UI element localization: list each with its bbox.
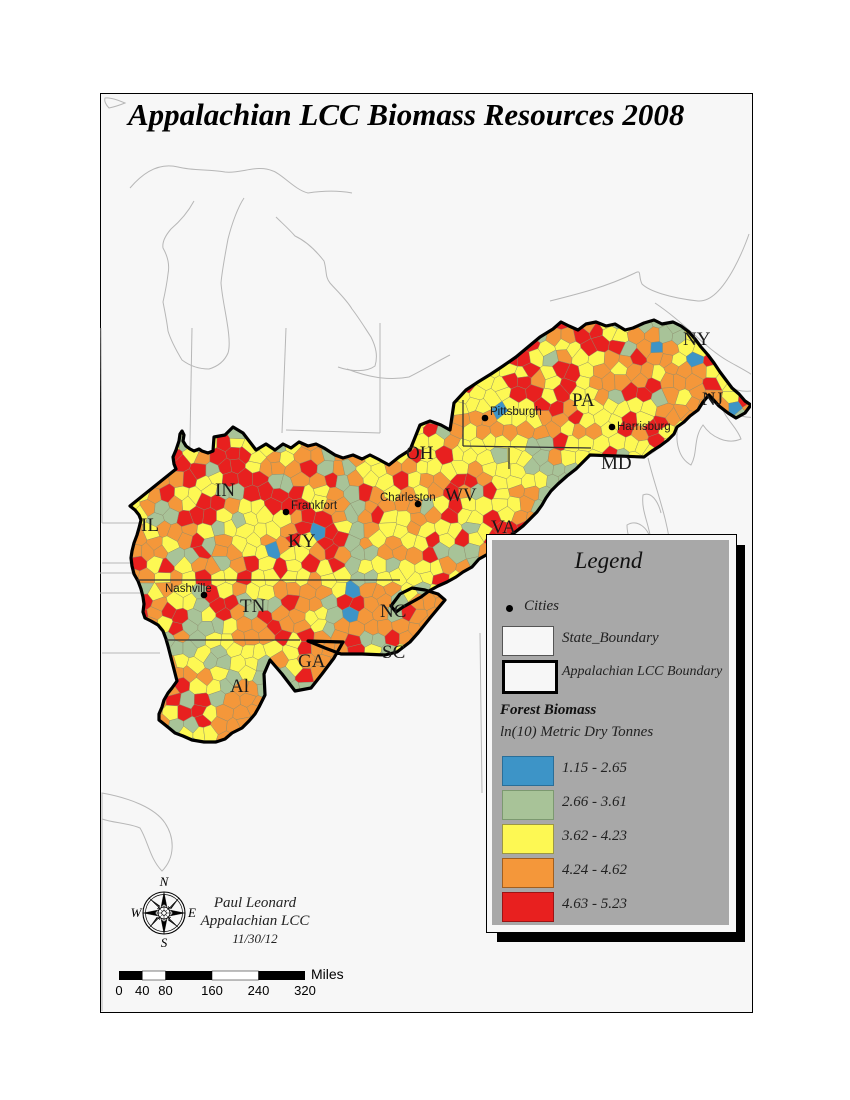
svg-text:40: 40: [135, 983, 149, 998]
svg-text:Charleston: Charleston: [380, 492, 436, 504]
svg-text:NY: NY: [683, 329, 711, 350]
svg-text:IN: IN: [215, 480, 235, 501]
svg-text:Miles: Miles: [311, 966, 344, 982]
svg-text:OH: OH: [406, 443, 434, 464]
svg-text:E: E: [187, 905, 196, 920]
svg-text:S: S: [161, 935, 168, 950]
svg-text:NC: NC: [380, 601, 406, 622]
svg-text:240: 240: [248, 983, 270, 998]
svg-text:TN: TN: [240, 596, 266, 617]
svg-text:PA: PA: [572, 390, 595, 411]
svg-text:Harrisburg: Harrisburg: [617, 421, 671, 433]
svg-text:WV: WV: [445, 485, 477, 506]
svg-text:MD: MD: [601, 453, 632, 474]
svg-text:Pittsburgh: Pittsburgh: [490, 406, 542, 418]
svg-text:Al: Al: [230, 676, 249, 697]
svg-text:Paul Leonard: Paul Leonard: [213, 895, 297, 911]
svg-text:NJ: NJ: [702, 389, 723, 410]
svg-text:W: W: [131, 905, 143, 920]
svg-text:Frankfort: Frankfort: [291, 500, 338, 512]
svg-text:Appalachian LCC: Appalachian LCC: [200, 913, 311, 929]
svg-text:0: 0: [115, 983, 122, 998]
svg-text:160: 160: [201, 983, 223, 998]
svg-text:GA: GA: [298, 651, 326, 672]
svg-text:11/30/12: 11/30/12: [232, 931, 278, 946]
svg-text:80: 80: [158, 983, 172, 998]
svg-text:KY: KY: [288, 531, 316, 552]
svg-text:320: 320: [294, 983, 316, 998]
svg-text:N: N: [159, 874, 170, 889]
svg-text:SC: SC: [382, 642, 405, 663]
svg-text:Nashville: Nashville: [165, 583, 212, 595]
svg-text:IL: IL: [141, 515, 159, 536]
